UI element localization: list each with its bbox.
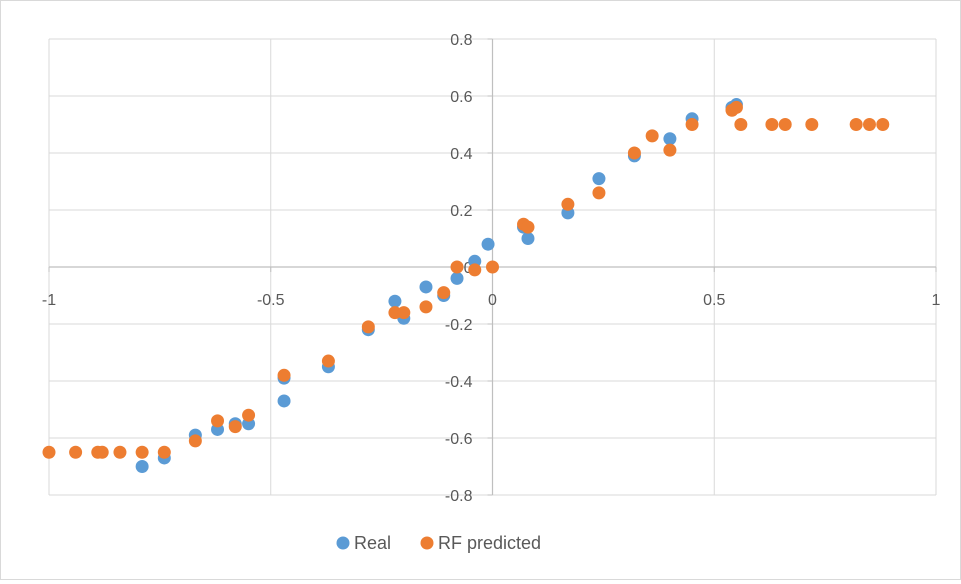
point-series-0-0 [135, 460, 149, 473]
point-series-1-16 [419, 300, 433, 314]
point-series-1-24 [592, 186, 606, 200]
point-series-0-6 [277, 394, 291, 408]
point-series-1-7 [188, 434, 202, 448]
point-series-0-22 [663, 132, 677, 146]
y-tick-label: 0 [464, 260, 473, 277]
y-tick-label: -0.4 [445, 374, 473, 391]
point-series-1-19 [468, 263, 482, 277]
legend-item-1: RF predicted [420, 533, 541, 553]
point-series-1-32 [765, 118, 779, 131]
point-series-1-8 [211, 414, 225, 428]
point-series-1-3 [95, 445, 109, 459]
point-series-1-27 [663, 143, 677, 157]
point-series-1-4 [113, 445, 127, 459]
point-series-1-13 [361, 320, 375, 334]
point-series-1-6 [157, 445, 171, 459]
series-1 [42, 100, 890, 459]
point-series-0-12 [419, 280, 433, 294]
x-tick-label: 0.5 [703, 292, 725, 309]
y-tick-label: 0.8 [450, 32, 472, 49]
point-series-0-14 [450, 271, 464, 285]
legend-item-0: Real [336, 533, 391, 553]
x-tick-label: -0.5 [257, 292, 285, 309]
x-tick-label: 0 [488, 292, 497, 309]
point-series-0-18 [521, 232, 535, 245]
point-series-1-37 [876, 118, 890, 131]
y-tick-label: -0.2 [445, 317, 473, 334]
legend-marker-0 [336, 536, 350, 550]
point-series-1-33 [778, 118, 792, 131]
point-series-1-17 [437, 286, 451, 300]
point-series-0-20 [592, 172, 606, 186]
x-tick-label: 1 [932, 292, 941, 309]
point-series-0-10 [388, 294, 402, 308]
point-series-1-10 [242, 408, 256, 422]
legend-label-1: RF predicted [438, 533, 541, 553]
point-series-1-1 [69, 445, 83, 459]
legend-marker-1 [420, 536, 434, 550]
point-series-1-5 [135, 445, 149, 459]
y-tick-label: 0.6 [450, 89, 472, 106]
point-series-1-11 [277, 368, 291, 382]
point-series-1-30 [729, 100, 743, 114]
series-0 [135, 98, 743, 473]
data-points [42, 98, 890, 473]
point-series-1-18 [450, 260, 464, 274]
point-series-1-26 [645, 129, 659, 143]
y-tick-label: -0.8 [445, 488, 473, 505]
point-series-1-22 [521, 220, 535, 234]
point-series-1-12 [321, 354, 335, 368]
y-tick-label: 0.2 [450, 203, 472, 220]
legend: Real RF predicted [336, 533, 541, 553]
point-series-1-9 [228, 420, 242, 434]
tick-labels: -1 -0.5 0 0.5 1 -0.8 -0.6 -0.4 -0.2 0 0.2 0.4 0.6 0.8 [42, 32, 941, 505]
point-series-1-31 [734, 118, 748, 131]
point-series-1-15 [397, 306, 411, 320]
point-series-1-23 [561, 197, 575, 211]
point-series-1-20 [486, 260, 499, 274]
y-tick-label: 0.4 [450, 146, 472, 163]
point-series-1-34 [805, 118, 819, 131]
point-series-1-28 [685, 118, 699, 131]
legend-label-0: Real [354, 533, 391, 553]
y-tick-label: -0.6 [445, 431, 473, 448]
point-series-1-35 [849, 118, 863, 131]
point-series-1-0 [42, 445, 56, 459]
point-series-1-25 [627, 146, 641, 160]
point-series-0-16 [481, 237, 495, 251]
point-series-1-36 [862, 118, 876, 131]
x-tick-label: -1 [42, 292, 56, 309]
